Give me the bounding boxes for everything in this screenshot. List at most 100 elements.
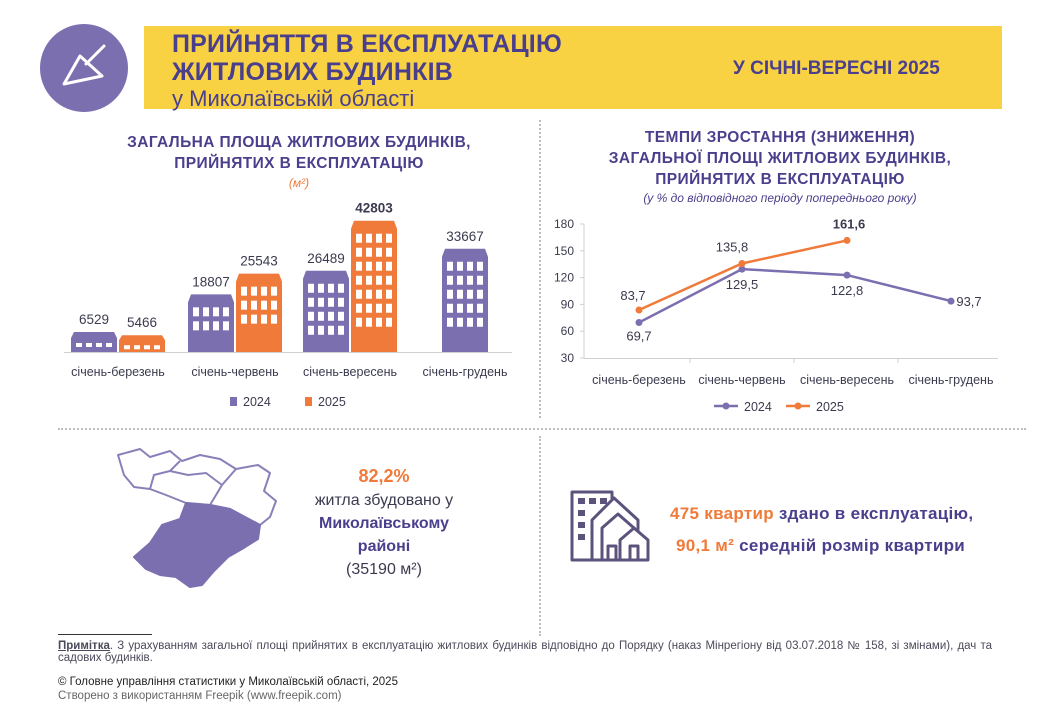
bar-window (467, 303, 473, 313)
bar-window (457, 289, 463, 299)
bar-value-label: 33667 (446, 229, 484, 244)
bar-window (376, 233, 382, 243)
bar-window (356, 261, 362, 271)
bar-window (386, 275, 392, 285)
bar-window (76, 342, 82, 347)
bar-window (328, 325, 334, 335)
bar-window (213, 321, 219, 331)
bar (351, 220, 397, 352)
bar-window (193, 307, 199, 317)
x-tick-label: січень-вересень (303, 365, 397, 379)
bar-window (457, 303, 463, 313)
legend-marker (794, 402, 802, 410)
bar-window (477, 275, 483, 285)
right-chart-title: ТЕМПИ ЗРОСТАННЯ (ЗНИЖЕННЯ) ЗАГАЛЬНОЇ ПЛО… (608, 129, 952, 188)
bar-window (366, 233, 372, 243)
bar-window (271, 286, 277, 296)
x-tick-label: січень-березень (71, 365, 165, 379)
y-tick-label: 150 (554, 244, 574, 258)
bar-window (241, 286, 247, 296)
apartments-count-text: здано в експлуатацію, (773, 504, 974, 523)
bar-window (203, 307, 209, 317)
bar-window (467, 317, 473, 327)
page-title: ПРИЙНЯТТЯ В ЕКСПЛУАТАЦІЮ ЖИТЛОВИХ БУДИНК… (172, 30, 562, 86)
bar-window (271, 300, 277, 310)
bar (188, 294, 234, 352)
bar-window (213, 307, 219, 317)
x-tick-label: січень-червень (191, 365, 278, 379)
bar-window (308, 311, 314, 321)
bar-window (356, 303, 362, 313)
line-chart: 30 60 90 120 150 180 січень-березень січень-чер… (554, 216, 998, 414)
bar-window (318, 325, 324, 335)
bar-window (447, 303, 453, 313)
bar-window (467, 289, 473, 299)
bar-window (447, 261, 453, 271)
region-percent: 82,2% (358, 466, 410, 486)
bar-window (318, 283, 324, 293)
bar-window (467, 261, 473, 271)
legend-swatch (230, 397, 237, 406)
bar-window (376, 275, 382, 285)
bar-window (96, 342, 102, 347)
bar-window (308, 325, 314, 335)
bar-building (188, 294, 234, 352)
bar-window (251, 286, 257, 296)
bar-window (356, 233, 362, 243)
bar-window (241, 314, 247, 324)
series-point (843, 236, 851, 244)
bar-window (308, 283, 314, 293)
bar-window (376, 247, 382, 257)
region-text-2: Миколаївському (319, 515, 449, 532)
footer-copyright: © Головне управління статистики у Микола… (58, 676, 398, 688)
y-tick-label: 60 (561, 324, 575, 338)
y-tick-label: 180 (554, 217, 574, 231)
note-text: . З урахуванням загальної площі прийняти… (58, 640, 992, 664)
bar-window (477, 303, 483, 313)
bar-window (356, 289, 362, 299)
series-point (635, 306, 643, 314)
vertical-divider-top (539, 120, 541, 418)
apartment-size: 90,1 м² (676, 536, 735, 555)
bar-window (477, 289, 483, 299)
bar-window (447, 275, 453, 285)
series-point (738, 259, 746, 267)
note: Примітка. З урахуванням загальної площі … (58, 640, 992, 664)
bar-window (386, 247, 392, 257)
bar-window (124, 345, 130, 350)
y-tick-label: 30 (561, 351, 575, 365)
bar (236, 273, 282, 352)
bar-window (386, 233, 392, 243)
bar-window (356, 317, 362, 327)
series-line (638, 267, 952, 324)
bar-chart: 6529 5466 січень-березень 18807 25543 січень-… (64, 201, 512, 409)
bar-value-label: 42803 (355, 201, 393, 216)
bar-window (271, 314, 277, 324)
data-label: 83,7 (620, 288, 645, 303)
trowel-icon (62, 44, 106, 86)
legend-label: 2025 (318, 395, 346, 409)
x-tick-label: січень-березень (592, 373, 686, 387)
vertical-divider-bottom (539, 436, 541, 636)
bar-window (366, 247, 372, 257)
horizontal-divider (58, 428, 1026, 430)
data-label: 122,8 (831, 283, 864, 298)
bar-window (366, 303, 372, 313)
bar-window (223, 321, 229, 331)
bar-window (193, 321, 199, 331)
bar-window (477, 261, 483, 271)
data-label: 69,7 (626, 329, 651, 344)
bar-window (106, 342, 112, 347)
bar-window (457, 275, 463, 285)
bar-window (154, 345, 160, 350)
region-map (117, 448, 277, 588)
bar-window (328, 283, 334, 293)
bar-window (376, 289, 382, 299)
header-separator (128, 26, 144, 109)
y-tick-label: 90 (561, 297, 575, 311)
bar-building (236, 273, 282, 352)
note-label: Примітка (58, 640, 110, 652)
bar-window (328, 311, 334, 321)
bar-building (303, 270, 349, 352)
bar-window (86, 342, 92, 347)
